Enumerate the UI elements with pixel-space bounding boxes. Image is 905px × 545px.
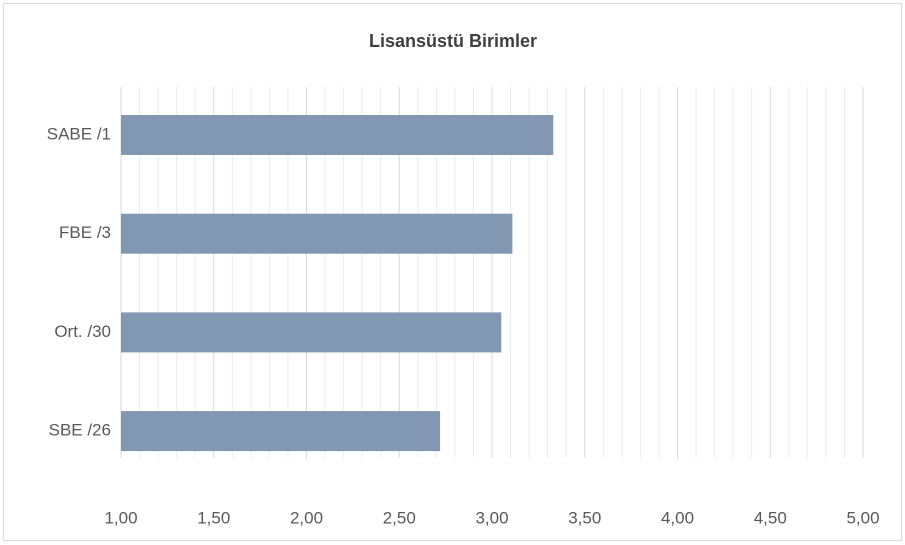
x-tick-label: 2,00 — [290, 508, 323, 527]
x-tick-label: 4,00 — [661, 508, 694, 527]
y-tick-label: SBE /26 — [49, 421, 111, 440]
x-tick-label: 1,00 — [104, 508, 137, 527]
bar — [121, 213, 513, 254]
y-tick-label: SABE /1 — [47, 124, 111, 143]
x-tick-label: 4,50 — [754, 508, 787, 527]
chart-title: Lisansüstü Birimler — [369, 31, 537, 51]
bar — [121, 312, 502, 353]
y-tick-label: FBE /3 — [59, 223, 111, 242]
x-tick-label: 2,50 — [383, 508, 416, 527]
chart-border — [3, 3, 902, 541]
bar — [121, 411, 441, 452]
x-tick-label: 5,00 — [846, 508, 879, 527]
y-tick-label: Ort. /30 — [54, 322, 111, 341]
bar — [121, 115, 554, 155]
x-tick-label: 3,50 — [568, 508, 601, 527]
x-tick-label: 3,00 — [475, 508, 508, 527]
x-tick-label: 1,50 — [197, 508, 230, 527]
